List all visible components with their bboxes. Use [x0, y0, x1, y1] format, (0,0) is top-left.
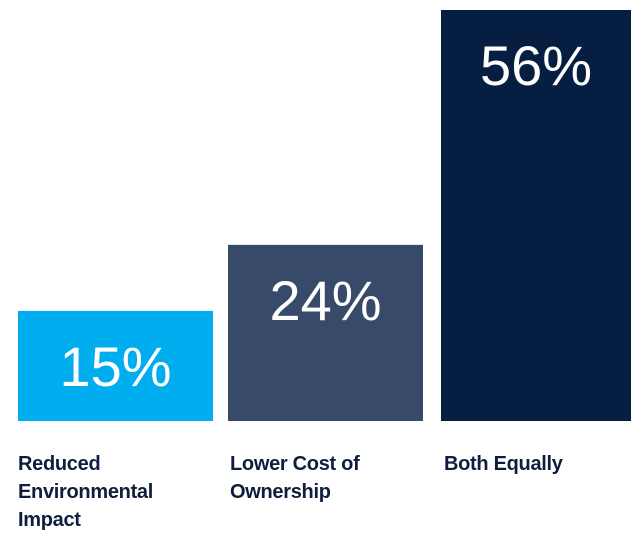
bars-group — [18, 10, 631, 421]
category-label-reduced-environmental-impact: Reduced Environmental Impact — [18, 453, 154, 531]
bar-reduced-environmental-impact — [18, 310, 213, 421]
bar-lower-cost-of-ownership — [228, 244, 423, 421]
value-labels-group: 15% 24% 56% — [59, 34, 592, 398]
bar-both-equally — [441, 10, 631, 421]
category-label-both-equally: Both Equally — [444, 453, 563, 475]
value-label-both-equally: 56% — [480, 34, 592, 97]
value-label-reduced-environmental-impact: 15% — [59, 335, 171, 398]
value-label-lower-cost-of-ownership: 24% — [269, 269, 381, 332]
category-label-lower-cost-of-ownership: Lower Cost of Ownership — [230, 453, 360, 503]
